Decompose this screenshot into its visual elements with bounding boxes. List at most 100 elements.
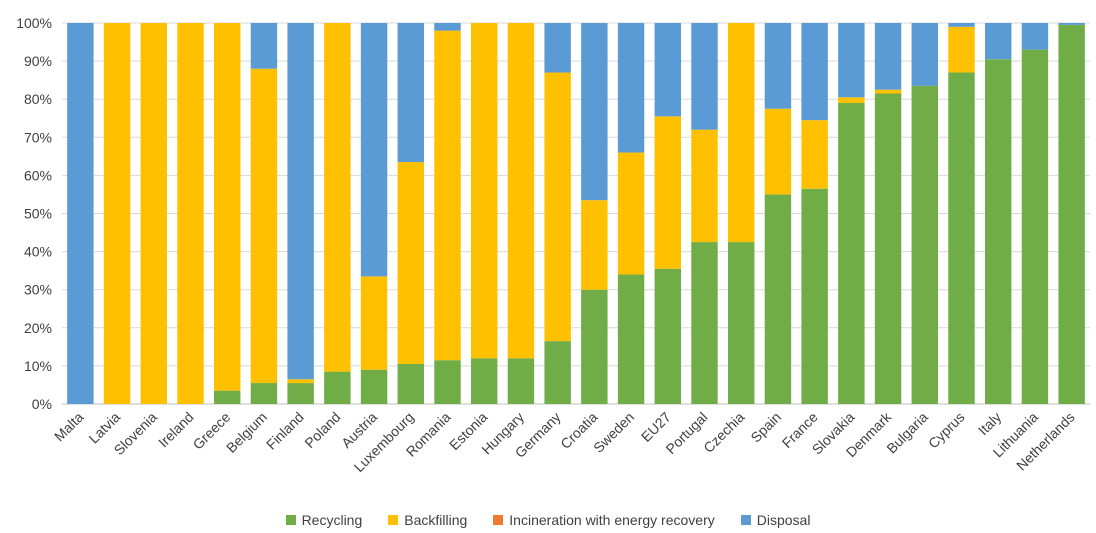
bar-cyprus-backfilling xyxy=(948,26,975,73)
y-tick-label: 50% xyxy=(24,206,52,222)
legend-label-incineration: Incineration with energy recovery xyxy=(509,512,715,528)
bar-belgium-backfilling xyxy=(250,68,278,384)
stacked-bar-chart: 0% 10% 20% 30% 40% 50% 60% 70% 80% 90% 100% MaltaL… xyxy=(16,15,1090,475)
bar-poland-recycling xyxy=(324,371,351,404)
bar-italy-recycling xyxy=(984,59,1012,404)
bar-finland-backfilling xyxy=(287,379,314,384)
x-tick-label: Italy xyxy=(975,409,1004,438)
bar-croatia-disposal xyxy=(581,23,608,201)
x-tick-label: Sweden xyxy=(590,409,637,456)
bar-finland-disposal xyxy=(287,23,314,380)
bar-bulgaria-disposal xyxy=(911,23,939,86)
bar-france-recycling xyxy=(801,188,828,404)
legend-swatch-incineration xyxy=(493,515,504,525)
x-tick-label: Ireland xyxy=(155,409,197,451)
bar-netherlands-disposal xyxy=(1058,23,1085,25)
bar-czechia-backfilling xyxy=(727,23,755,243)
bar-cyprus-recycling xyxy=(948,72,975,404)
bar-lithuania-disposal xyxy=(1021,23,1049,50)
bar-spain-recycling xyxy=(764,194,792,404)
bar-ireland-backfilling xyxy=(177,23,204,404)
x-tick-label: Finland xyxy=(263,409,307,453)
legend-label-backfilling: Backfilling xyxy=(404,512,468,528)
y-axis-tick-labels: 0% 10% 20% 30% 40% 50% 60% 70% 80% 90% 100% xyxy=(16,15,52,412)
y-tick-label: 30% xyxy=(24,282,52,298)
legend-label-disposal: Disposal xyxy=(756,512,811,528)
bar-sweden-backfilling xyxy=(617,152,645,275)
legend: Recycling Backfilling Incineration with … xyxy=(0,512,1096,528)
bar-croatia-backfilling xyxy=(581,200,608,290)
bar-denmark-disposal xyxy=(874,23,902,90)
bar-estonia-backfilling xyxy=(470,23,498,359)
y-tick-label: 100% xyxy=(16,15,52,31)
bar-greece-backfilling xyxy=(213,23,241,391)
bar-denmark-recycling xyxy=(874,93,902,405)
bar-romania-disposal xyxy=(434,23,461,31)
bar-estonia-recycling xyxy=(470,358,498,404)
bar-luxembourg-backfilling xyxy=(397,162,425,364)
y-tick-label: 60% xyxy=(24,167,52,183)
bar-denmark-backfilling xyxy=(874,89,902,94)
bar-bulgaria-recycling xyxy=(911,85,939,405)
x-tick-label: Czechia xyxy=(700,409,747,456)
bar-sweden-recycling xyxy=(617,274,645,404)
bar-malta-disposal xyxy=(67,23,94,404)
bar-belgium-disposal xyxy=(250,23,278,69)
bar-austria-disposal xyxy=(360,23,388,277)
bar-czechia-recycling xyxy=(727,242,755,404)
x-tick-label: Malta xyxy=(51,409,87,445)
x-tick-label: Poland xyxy=(301,409,343,451)
bar-croatia-recycling xyxy=(581,289,608,404)
bars xyxy=(67,23,1085,405)
bar-greece-recycling xyxy=(213,390,241,404)
bar-hungary-recycling xyxy=(507,358,535,404)
bar-france-backfilling xyxy=(801,120,828,189)
legend-swatch-backfilling xyxy=(388,515,399,525)
legend-item-incineration: Incineration with energy recovery xyxy=(493,512,715,528)
bar-slovakia-backfilling xyxy=(838,97,865,104)
bar-eu27-backfilling xyxy=(654,116,682,269)
bar-eu27-disposal xyxy=(654,23,682,117)
x-tick-label: Belgium xyxy=(223,409,270,456)
bar-finland-recycling xyxy=(287,383,314,404)
bar-lithuania-recycling xyxy=(1021,49,1049,405)
bar-germany-recycling xyxy=(544,341,571,404)
bar-romania-backfilling xyxy=(434,30,461,361)
bar-portugal-disposal xyxy=(691,23,718,130)
y-tick-label: 90% xyxy=(24,53,52,69)
bar-austria-backfilling xyxy=(360,276,388,370)
y-tick-label: 10% xyxy=(24,358,52,374)
x-tick-label: Cyprus xyxy=(925,409,968,452)
legend-swatch-disposal xyxy=(740,515,751,525)
x-tick-label: Bulgaria xyxy=(883,409,931,457)
bar-germany-backfilling xyxy=(544,72,571,342)
legend-swatch-recycling xyxy=(285,515,296,525)
y-tick-label: 80% xyxy=(24,91,52,107)
bar-slovakia-disposal xyxy=(838,23,865,98)
bar-cyprus-disposal xyxy=(948,23,975,27)
bar-romania-recycling xyxy=(434,360,461,404)
bar-latvia-backfilling xyxy=(103,23,131,404)
y-tick-label: 70% xyxy=(24,129,52,145)
bar-germany-disposal xyxy=(544,23,571,73)
bar-luxembourg-disposal xyxy=(397,23,425,163)
legend-item-backfilling: Backfilling xyxy=(388,512,467,528)
bar-netherlands-recycling xyxy=(1058,24,1085,405)
bar-slovenia-backfilling xyxy=(140,23,168,404)
bar-sweden-disposal xyxy=(617,23,645,153)
bar-portugal-backfilling xyxy=(691,129,718,243)
x-axis-tick-labels: MaltaLatviaSloveniaIrelandGreeceBelgiumF… xyxy=(51,408,1078,475)
bar-italy-disposal xyxy=(984,23,1012,60)
y-tick-label: 40% xyxy=(24,244,52,260)
y-tick-label: 20% xyxy=(24,320,52,336)
bar-eu27-recycling xyxy=(654,268,682,404)
bar-luxembourg-recycling xyxy=(397,363,425,404)
bar-slovakia-recycling xyxy=(838,103,865,404)
bar-hungary-backfilling xyxy=(507,23,535,359)
bar-france-disposal xyxy=(801,23,828,121)
legend-label-recycling: Recycling xyxy=(301,512,363,528)
bar-belgium-recycling xyxy=(250,383,278,404)
bar-poland-backfilling xyxy=(324,23,351,372)
bar-spain-disposal xyxy=(764,23,792,109)
bar-spain-backfilling xyxy=(764,108,792,195)
